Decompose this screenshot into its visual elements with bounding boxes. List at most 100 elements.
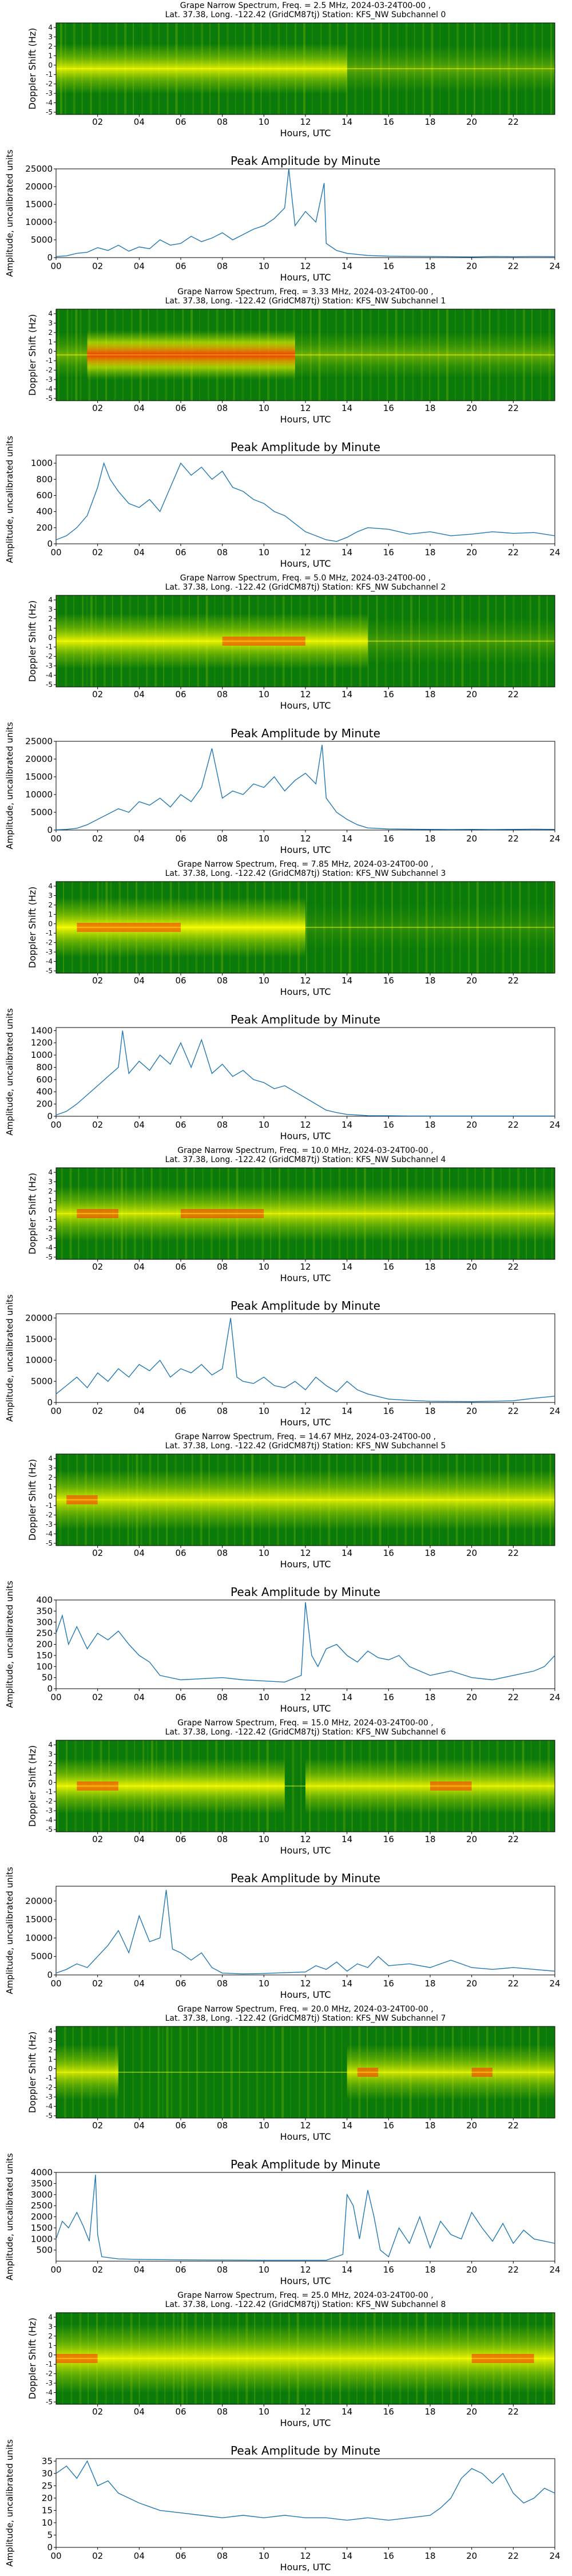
x-tick-label: 20 <box>466 1548 477 1558</box>
y-tick-label: -2 <box>46 1225 53 1233</box>
x-tick-label: 12 <box>300 2551 311 2561</box>
spectrogram-panel-8: Grape Narrow Spectrum, Freq. = 25.0 MHz,… <box>27 2291 555 2428</box>
y-axis-label: Amplitude, uncalibrated units <box>5 1867 15 1994</box>
y-axis-label: Doppler Shift (Hz) <box>27 1745 38 1827</box>
x-tick-label: 12 <box>300 2120 311 2131</box>
x-tick-label: 22 <box>508 975 519 986</box>
x-tick-label: 14 <box>341 1120 352 1130</box>
x-tick-label: 10 <box>259 403 269 413</box>
y-tick-label: -2 <box>46 2084 53 2092</box>
x-tick-label: 22 <box>508 689 519 700</box>
x-tick-label: 06 <box>175 1978 186 1989</box>
x-tick-label: 18 <box>424 261 435 271</box>
y-tick-label: 5000 <box>31 1376 53 1386</box>
y-tick-label: 3 <box>48 33 53 41</box>
x-tick-label: 10 <box>259 2551 269 2561</box>
x-tick-label: 10 <box>259 1978 269 1989</box>
x-tick-label: 24 <box>549 1406 560 1416</box>
y-tick-label: 4 <box>48 882 53 890</box>
y-tick-label: 3 <box>48 2322 53 2330</box>
x-tick-label: 04 <box>134 403 145 413</box>
y-tick-label: -4 <box>46 671 53 679</box>
x-tick-label: 06 <box>175 2265 186 2275</box>
y-tick-label: -2 <box>46 366 53 374</box>
amplitude-series-line <box>55 1030 555 1117</box>
amplitude-frame <box>55 1599 555 1689</box>
y-tick-label: 20000 <box>25 754 53 764</box>
x-tick-label: 16 <box>383 1834 394 1844</box>
x-tick-label: 18 <box>424 689 435 700</box>
y-tick-label: -5 <box>46 1826 53 1834</box>
x-tick-label: 02 <box>92 1692 103 1702</box>
x-tick-label: 20 <box>466 2120 477 2131</box>
x-tick-label: 22 <box>508 1834 519 1844</box>
x-tick-label: 14 <box>341 1262 352 1272</box>
x-tick-label: 02 <box>92 2407 103 2417</box>
x-tick-label: 04 <box>134 117 145 127</box>
y-tick-label: 1 <box>48 52 53 60</box>
y-tick-label: -1 <box>46 1502 53 1510</box>
x-tick-label: 24 <box>549 2265 560 2275</box>
amplitude-title: Peak Amplitude by Minute <box>231 154 380 168</box>
x-tick-label: 08 <box>217 2120 228 2131</box>
x-tick-label: 14 <box>341 1406 352 1416</box>
x-tick-label: 16 <box>383 1406 394 1416</box>
y-axis-label: Doppler Shift (Hz) <box>27 887 38 969</box>
spectrogram-title: Grape Narrow Spectrum, Freq. = 7.85 MHz,… <box>177 860 433 869</box>
x-tick-label: 08 <box>217 117 228 127</box>
x-tick-label: 14 <box>341 1834 352 1844</box>
x-axis-label: Hours, UTC <box>280 1273 331 1283</box>
y-axis-label: Amplitude, uncalibrated units <box>5 2439 15 2567</box>
y-tick-label: 3 <box>48 891 53 899</box>
y-tick-label: 2 <box>48 901 53 909</box>
x-tick-label: 22 <box>508 1262 519 1272</box>
x-tick-label: 18 <box>424 1834 435 1844</box>
y-tick-label: 15000 <box>25 1334 53 1344</box>
y-tick-label: -1 <box>46 929 53 937</box>
y-tick-label: 3 <box>48 1750 53 1758</box>
x-tick-label: 24 <box>549 547 560 558</box>
amplitude-series-line <box>55 461 555 542</box>
amplitude-frame <box>55 1886 555 1976</box>
y-axis-label: Doppler Shift (Hz) <box>27 28 38 110</box>
x-tick-label: 16 <box>383 117 394 127</box>
y-tick-label: -5 <box>46 394 53 402</box>
y-tick-label: -3 <box>46 376 53 384</box>
amplitude-panel-7: Peak Amplitude by Minute5001000150020002… <box>5 2153 561 2286</box>
spectrogram-title: Grape Narrow Spectrum, Freq. = 5.0 MHz, … <box>180 574 431 583</box>
y-tick-label: 3 <box>48 1464 53 1472</box>
x-tick-label: 00 <box>50 261 61 271</box>
x-tick-label: 20 <box>466 2551 477 2561</box>
x-tick-label: 02 <box>92 1406 103 1416</box>
y-tick-label: 20000 <box>25 181 53 192</box>
x-tick-label: 10 <box>259 117 269 127</box>
x-tick-label: 12 <box>300 1834 311 1844</box>
x-tick-label: 00 <box>50 1978 61 1989</box>
x-tick-label: 20 <box>466 1262 477 1272</box>
spectrogram-subtitle: Lat. 37.38, Long. -122.42 (GridCM87tj) S… <box>165 583 446 592</box>
amplitude-title: Peak Amplitude by Minute <box>231 2158 380 2171</box>
x-axis-label: Hours, UTC <box>280 1559 331 1570</box>
x-tick-label: 08 <box>217 1692 228 1702</box>
amplitude-title: Peak Amplitude by Minute <box>231 1585 380 1599</box>
y-tick-label: -3 <box>46 662 53 670</box>
y-tick-label: 2 <box>48 329 53 337</box>
y-tick-label: 25000 <box>25 736 53 746</box>
y-tick-label: 0 <box>48 2351 53 2359</box>
x-axis-label: Hours, UTC <box>280 2275 331 2286</box>
y-tick-label: 200 <box>36 1099 53 1109</box>
y-tick-label: 5000 <box>31 235 53 245</box>
y-tick-label: 2000 <box>31 2212 53 2222</box>
y-axis-label: Amplitude, uncalibrated units <box>5 1294 15 1422</box>
y-tick-label: 0 <box>47 252 53 263</box>
x-tick-label: 12 <box>300 547 311 558</box>
x-tick-label: 08 <box>217 2407 228 2417</box>
y-tick-label: -2 <box>46 2370 53 2378</box>
y-tick-label: 50 <box>42 1673 53 1683</box>
y-tick-label: 600 <box>36 1074 53 1085</box>
y-tick-label: -4 <box>46 2389 53 2397</box>
y-tick-label: 5000 <box>31 807 53 817</box>
y-tick-label: 0 <box>47 1684 53 1694</box>
y-axis-label: Amplitude, uncalibrated units <box>5 722 15 850</box>
